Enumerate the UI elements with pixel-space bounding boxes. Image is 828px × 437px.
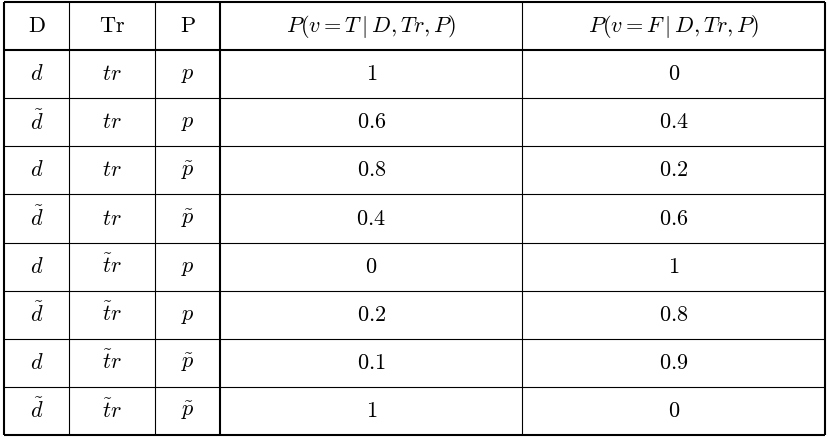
Text: $\tilde{t}r$: $\tilde{t}r$	[102, 303, 122, 326]
Text: $p$: $p$	[181, 111, 195, 133]
Text: $tr$: $tr$	[102, 63, 122, 85]
Text: $1$: $1$	[667, 256, 679, 277]
Text: $d$: $d$	[30, 256, 43, 277]
Text: $tr$: $tr$	[102, 111, 122, 133]
Text: $d$: $d$	[30, 63, 43, 85]
Text: $0.6$: $0.6$	[658, 208, 687, 229]
Text: $\tilde{p}$: $\tilde{p}$	[181, 159, 195, 182]
Text: $\tilde{d}$: $\tilde{d}$	[30, 110, 43, 135]
Text: $0.2$: $0.2$	[658, 160, 687, 181]
Text: $\tilde{p}$: $\tilde{p}$	[181, 207, 195, 230]
Text: $0.8$: $0.8$	[658, 304, 687, 326]
Text: $\tilde{t}r$: $\tilde{t}r$	[102, 399, 122, 423]
Text: $0$: $0$	[365, 256, 377, 277]
Text: $1$: $1$	[365, 63, 377, 85]
Text: $0.9$: $0.9$	[658, 352, 687, 374]
Text: $\mathrm{Tr}$: $\mathrm{Tr}$	[99, 15, 125, 37]
Text: $0.8$: $0.8$	[356, 160, 386, 181]
Text: $\tilde{p}$: $\tilde{p}$	[181, 351, 195, 374]
Text: $\tilde{d}$: $\tilde{d}$	[30, 302, 43, 327]
Text: $tr$: $tr$	[102, 160, 122, 181]
Text: $P(v = T \mid D, Tr, P)$: $P(v = T \mid D, Tr, P)$	[286, 13, 455, 40]
Text: $\tilde{d}$: $\tilde{d}$	[30, 399, 43, 423]
Text: $0.2$: $0.2$	[356, 304, 386, 326]
Text: $\mathrm{P}$: $\mathrm{P}$	[180, 15, 195, 37]
Text: $P(v = F \mid D, Tr, P)$: $P(v = F \mid D, Tr, P)$	[587, 13, 758, 40]
Text: $\tilde{d}$: $\tilde{d}$	[30, 206, 43, 231]
Text: $1$: $1$	[365, 400, 377, 422]
Text: $0$: $0$	[667, 63, 679, 85]
Text: $0.6$: $0.6$	[356, 111, 386, 133]
Text: $p$: $p$	[181, 256, 195, 277]
Text: $p$: $p$	[181, 304, 195, 326]
Text: $p$: $p$	[181, 63, 195, 85]
Text: $tr$: $tr$	[102, 208, 122, 229]
Text: $0.4$: $0.4$	[658, 111, 688, 133]
Text: $\tilde{p}$: $\tilde{p}$	[181, 399, 195, 422]
Text: $d$: $d$	[30, 160, 43, 181]
Text: $\tilde{t}r$: $\tilde{t}r$	[102, 255, 122, 278]
Text: $0.1$: $0.1$	[357, 352, 385, 374]
Text: $d$: $d$	[30, 352, 43, 374]
Text: $0.4$: $0.4$	[356, 208, 386, 229]
Text: $\mathrm{D}$: $\mathrm{D}$	[27, 15, 46, 37]
Text: $0$: $0$	[667, 400, 679, 422]
Text: $\tilde{t}r$: $\tilde{t}r$	[102, 351, 122, 375]
